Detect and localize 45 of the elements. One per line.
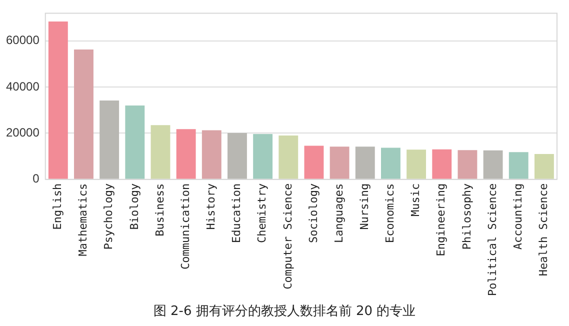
bar [228, 133, 247, 179]
x-tick-label: Economics [384, 183, 397, 244]
x-tick-label: Computer Science [281, 183, 294, 290]
x-tick-label: Music [409, 183, 422, 217]
x-tick-label: Business [153, 183, 166, 236]
y-tick-label: 20000 [6, 126, 40, 140]
bar [458, 150, 478, 179]
bar [355, 146, 375, 179]
bar [176, 129, 196, 179]
bar [125, 106, 145, 179]
text: 图 2-6 拥有评分的教授人数排名前 20 的专业 [152, 303, 417, 320]
bar [381, 148, 400, 179]
bar [508, 152, 528, 179]
x-tick-label: Sociology [306, 183, 320, 244]
x-tick-label: Philosophy [460, 183, 474, 250]
bar [304, 146, 324, 179]
y-tick-label: 0 [32, 172, 40, 186]
x-tick-label: Biology [128, 183, 141, 230]
x-tick-label: Accounting [511, 183, 524, 250]
x-tick-label: History [204, 183, 218, 230]
bar [278, 136, 298, 179]
bar [330, 146, 350, 179]
y-tick-label: 40000 [6, 79, 40, 94]
x-tick-label: Chemistry [256, 183, 269, 244]
x-tick-label: Political Science [486, 183, 499, 296]
y-tick-label: 60000 [6, 33, 40, 48]
x-tick-label: Nursing [358, 183, 371, 230]
x-tick-label: Health Science [537, 183, 550, 276]
x-tick-label: Psychology [102, 183, 116, 250]
bar [483, 150, 503, 179]
bar [100, 100, 120, 179]
bar [202, 130, 222, 179]
x-tick-label: Engineering [434, 183, 448, 256]
bar [150, 125, 170, 179]
x-tick-label: English [51, 183, 64, 230]
bar [432, 149, 452, 179]
bar [74, 49, 94, 179]
bar [534, 154, 554, 179]
x-tick-label: Languages [332, 183, 346, 244]
x-tick-label: Communication [178, 183, 192, 270]
bar [48, 22, 68, 179]
bar [253, 134, 273, 179]
x-tick-label: Mathematics [76, 183, 90, 256]
bar [406, 150, 426, 179]
x-tick-label: Education [230, 183, 244, 244]
